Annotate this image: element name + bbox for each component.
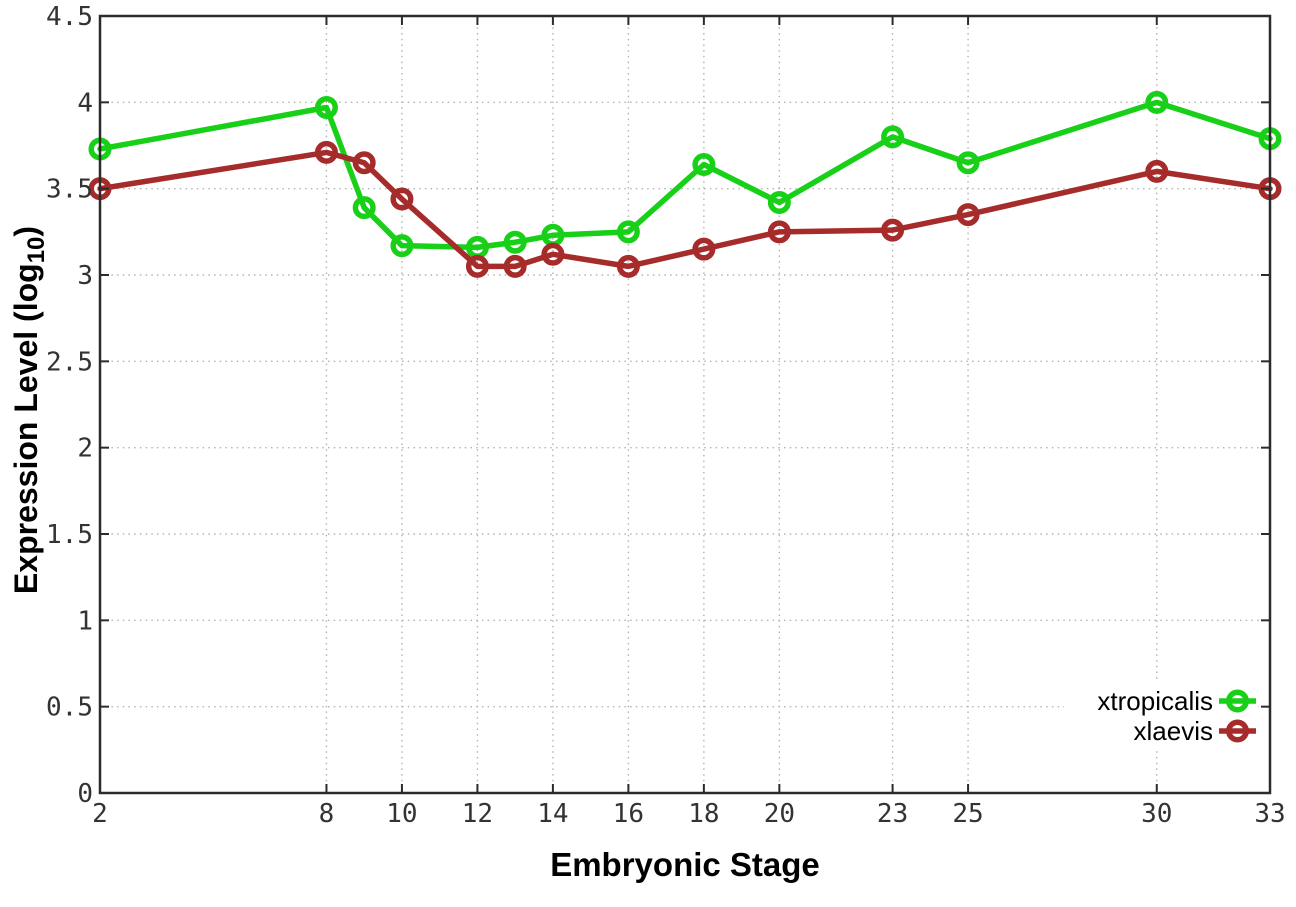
- data-point-xlaevis: [541, 242, 565, 266]
- x-tick-label: 16: [613, 799, 644, 829]
- y-axis-title-subscript: 10: [23, 237, 50, 264]
- legend-label-xtropicalis: xtropicalis: [1097, 686, 1213, 716]
- gridlines: [99, 15, 1271, 794]
- data-point-xtropicalis: [692, 152, 716, 176]
- data-point-xtropicalis: [503, 230, 527, 254]
- plot-border: [98, 14, 1272, 795]
- x-tick-label: 10: [386, 799, 417, 829]
- x-tick-label: 25: [952, 799, 983, 829]
- data-point-xtropicalis: [767, 190, 791, 214]
- data-point-xlaevis: [616, 254, 640, 278]
- data-point-xtropicalis: [956, 151, 980, 175]
- data-point-xlaevis: [881, 218, 905, 242]
- x-tick-label: 33: [1254, 799, 1285, 829]
- legend-background: [1064, 683, 1258, 748]
- x-tick-label: 2: [92, 799, 108, 829]
- y-tick-label: 2.5: [46, 347, 93, 377]
- data-point-xtropicalis: [1145, 90, 1169, 114]
- data-point-xlaevis: [390, 187, 414, 211]
- y-tick-label: 0: [77, 779, 93, 809]
- y-tick-label: 0.5: [46, 693, 93, 723]
- x-tick-label: 14: [537, 799, 568, 829]
- y-tick-label: 3: [77, 261, 93, 291]
- data-point-xlaevis: [767, 220, 791, 244]
- y-tick-label: 1.5: [46, 520, 93, 550]
- data-series: [88, 90, 1282, 278]
- data-point-xlaevis: [1145, 159, 1169, 183]
- legend-sample-marker-xlaevis: [1226, 719, 1249, 743]
- data-point-xtropicalis: [352, 196, 376, 220]
- data-point-xtropicalis: [881, 125, 905, 149]
- data-point-xlaevis: [352, 151, 376, 175]
- data-point-xlaevis: [692, 237, 716, 261]
- y-axis-title-main: Expression Level (log: [8, 263, 44, 594]
- data-point-xlaevis: [503, 254, 527, 278]
- x-tick-label: 20: [764, 799, 795, 829]
- y-axis-title-close: ): [8, 226, 44, 237]
- data-point-xtropicalis: [314, 96, 338, 120]
- x-tick-label: 12: [462, 799, 493, 829]
- y-tick-label: 3.5: [46, 175, 93, 205]
- data-point-xlaevis: [465, 254, 489, 278]
- data-point-xtropicalis: [616, 220, 640, 244]
- axis-labels: 2 8 10 12 14 16 18 20 23 25 30 33 0 0.5 1 1.5 2 2.5 3 3.5 4 4…: [8, 2, 1286, 883]
- legend-label-xlaevis: xlaevis: [1134, 716, 1213, 746]
- legend-sample-marker-xtropicalis: [1226, 689, 1249, 713]
- x-tick-label: 30: [1141, 799, 1172, 829]
- series-line-xlaevis: [97, 149, 1273, 270]
- y-tick-label: 4.5: [46, 2, 93, 32]
- x-tick-label: 23: [877, 799, 908, 829]
- y-axis-title: Expression Level (log10): [8, 226, 50, 594]
- x-tick-label: 8: [319, 799, 335, 829]
- plot-frame: [98, 14, 1272, 795]
- y-tick-label: 4: [77, 88, 93, 118]
- y-tick-label: 2: [77, 434, 93, 464]
- data-point-xlaevis: [956, 203, 980, 227]
- y-tick-label: 1: [77, 606, 93, 636]
- data-point-xtropicalis: [390, 234, 414, 258]
- data-point-xlaevis: [314, 140, 338, 164]
- x-tick-label: 18: [688, 799, 719, 829]
- x-axis-title: Embryonic Stage: [550, 846, 820, 883]
- series-line-xtropicalis: [97, 99, 1273, 251]
